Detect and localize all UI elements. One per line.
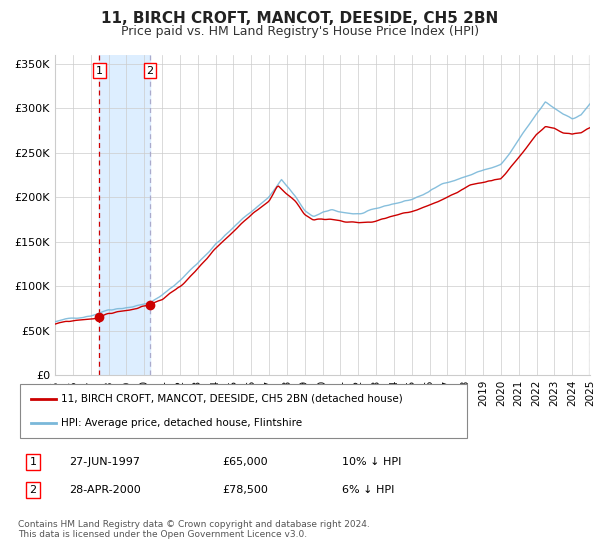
Text: £78,500: £78,500 bbox=[222, 485, 268, 495]
Bar bbox=[100, 55, 150, 375]
Text: 2: 2 bbox=[146, 66, 154, 76]
Text: Contains HM Land Registry data © Crown copyright and database right 2024.
This d: Contains HM Land Registry data © Crown c… bbox=[18, 520, 370, 539]
Text: HPI: Average price, detached house, Flintshire: HPI: Average price, detached house, Flin… bbox=[61, 418, 302, 428]
Text: £65,000: £65,000 bbox=[222, 457, 268, 467]
Text: 28-APR-2000: 28-APR-2000 bbox=[69, 485, 141, 495]
Text: Price paid vs. HM Land Registry's House Price Index (HPI): Price paid vs. HM Land Registry's House … bbox=[121, 25, 479, 38]
Text: 11, BIRCH CROFT, MANCOT, DEESIDE, CH5 2BN: 11, BIRCH CROFT, MANCOT, DEESIDE, CH5 2B… bbox=[101, 11, 499, 26]
Text: 27-JUN-1997: 27-JUN-1997 bbox=[69, 457, 140, 467]
Text: 2: 2 bbox=[29, 485, 37, 495]
Text: 10% ↓ HPI: 10% ↓ HPI bbox=[342, 457, 401, 467]
Text: 11, BIRCH CROFT, MANCOT, DEESIDE, CH5 2BN (detached house): 11, BIRCH CROFT, MANCOT, DEESIDE, CH5 2B… bbox=[61, 394, 403, 404]
Bar bbox=[589, 55, 592, 375]
Text: 6% ↓ HPI: 6% ↓ HPI bbox=[342, 485, 394, 495]
Text: 1: 1 bbox=[96, 66, 103, 76]
Text: 1: 1 bbox=[29, 457, 37, 467]
